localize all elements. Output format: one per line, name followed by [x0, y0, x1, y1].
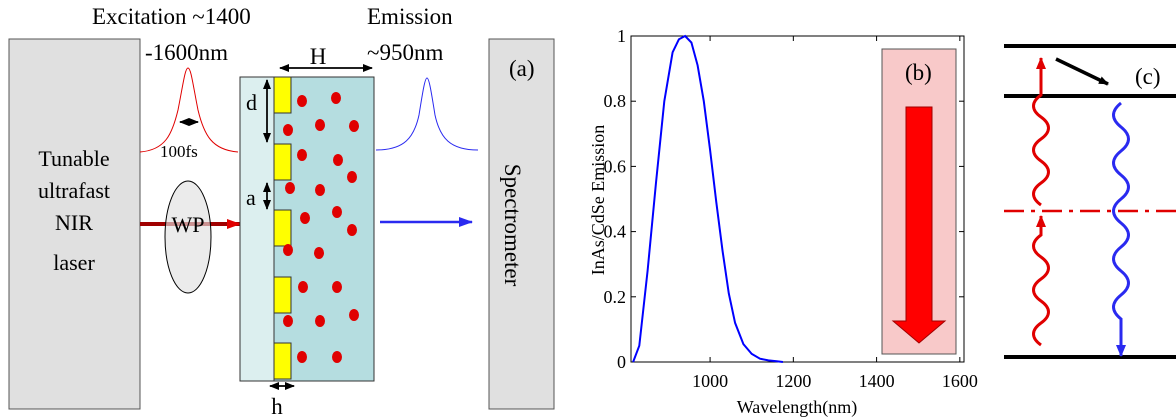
y-tick-label: 0.8: [604, 91, 627, 111]
dimension-a-label: a: [246, 185, 256, 210]
y-axis-label: InAs/CdSe Emission: [588, 125, 608, 276]
pulse-width-label: 100fs: [160, 142, 198, 161]
y-ticks: 0 0.2 0.4 0.6 0.8 1: [604, 26, 964, 372]
quantum-dot: [332, 281, 342, 293]
y-tick-label: 0.6: [604, 156, 627, 176]
panel-a: Excitation ~1400 -1600nm Emission ~950nm…: [8, 4, 555, 419]
dimension-d-label: d: [246, 90, 257, 115]
quantum-dot: [349, 120, 359, 132]
quantum-dot: [283, 315, 293, 327]
quantum-dot: [297, 149, 307, 161]
relaxation-arrow: [1055, 57, 1109, 86]
panel-b-chart: 1000 1200 1400 1600 0 0.2 0.4 0.6 0.8 1 Waveleng…: [588, 26, 978, 418]
y-tick-label: 1: [617, 26, 626, 46]
panel-a-label: (a): [509, 56, 535, 81]
gold-block: [273, 276, 292, 314]
dimension-h-small-label: h: [271, 394, 283, 419]
quantum-dot: [283, 124, 293, 136]
y-tick-label: 0.2: [604, 287, 627, 307]
quantum-dot: [283, 244, 293, 256]
spectrometer-box: [488, 38, 555, 410]
excitation-photon-1: [1032, 215, 1050, 347]
x-tick-label: 1600: [942, 371, 978, 391]
gold-block: [273, 209, 292, 247]
quantum-dot: [315, 184, 325, 196]
x-ticks: 1000 1200 1400 1600: [692, 36, 978, 391]
quantum-dot: [333, 154, 343, 166]
quantum-dot: [331, 92, 341, 104]
emission-range: ~950nm: [367, 40, 443, 65]
quantum-dot: [298, 281, 308, 293]
laser-label-line-4: laser: [53, 250, 95, 275]
y-tick-label: 0.4: [604, 222, 627, 242]
laser-box: [8, 38, 141, 410]
quantum-dot: [315, 315, 325, 327]
laser-label-line-2: ultrafast: [38, 178, 110, 203]
gold-block: [273, 143, 292, 181]
y-tick-label: 0: [617, 352, 626, 372]
quantum-dot: [315, 119, 325, 131]
quantum-dot: [297, 95, 307, 107]
gold-block: [273, 76, 292, 114]
wave-plate-label: WP: [172, 212, 205, 237]
laser-label-line-1: Tunable: [38, 146, 109, 171]
dimension-h-label: H: [310, 44, 327, 69]
quantum-dots: [283, 92, 359, 363]
emission-spectrum-line: [632, 34, 784, 363]
sample-substrate: [239, 76, 275, 382]
gold-block: [273, 342, 292, 380]
quantum-dot: [349, 309, 359, 321]
quantum-dot: [347, 224, 357, 236]
panel-b-label: (b): [905, 60, 932, 85]
emission-label: Emission: [367, 4, 453, 29]
excitation-pulse: [139, 67, 239, 153]
excitation-range: -1600nm: [145, 40, 228, 65]
quantum-dot: [347, 171, 357, 183]
quantum-dot: [300, 212, 310, 224]
quantum-dot: [314, 247, 324, 259]
spectrometer-label: Spectrometer: [500, 164, 525, 287]
quantum-dot: [332, 206, 342, 218]
quantum-dot: [297, 351, 307, 363]
quantum-dot: [285, 182, 295, 194]
panel-c-label: (c): [1135, 64, 1161, 89]
emission-photon: [1112, 101, 1130, 357]
wave-plate: [164, 180, 212, 294]
quantum-dot: [332, 351, 342, 363]
down-arrow-icon: [891, 106, 947, 344]
x-tick-label: 1200: [775, 371, 811, 391]
panel-c: (c): [1004, 44, 1176, 359]
excitation-photon-2: [1032, 57, 1050, 207]
laser-label-line-3: NIR: [55, 210, 93, 235]
gold-blocks: [273, 76, 292, 380]
x-tick-label: 1000: [692, 371, 728, 391]
x-tick-label: 1400: [859, 371, 895, 391]
excitation-label: Excitation ~1400: [92, 4, 251, 29]
emission-pulse: [375, 77, 479, 151]
x-axis-label: Wavelength(nm): [737, 397, 858, 418]
